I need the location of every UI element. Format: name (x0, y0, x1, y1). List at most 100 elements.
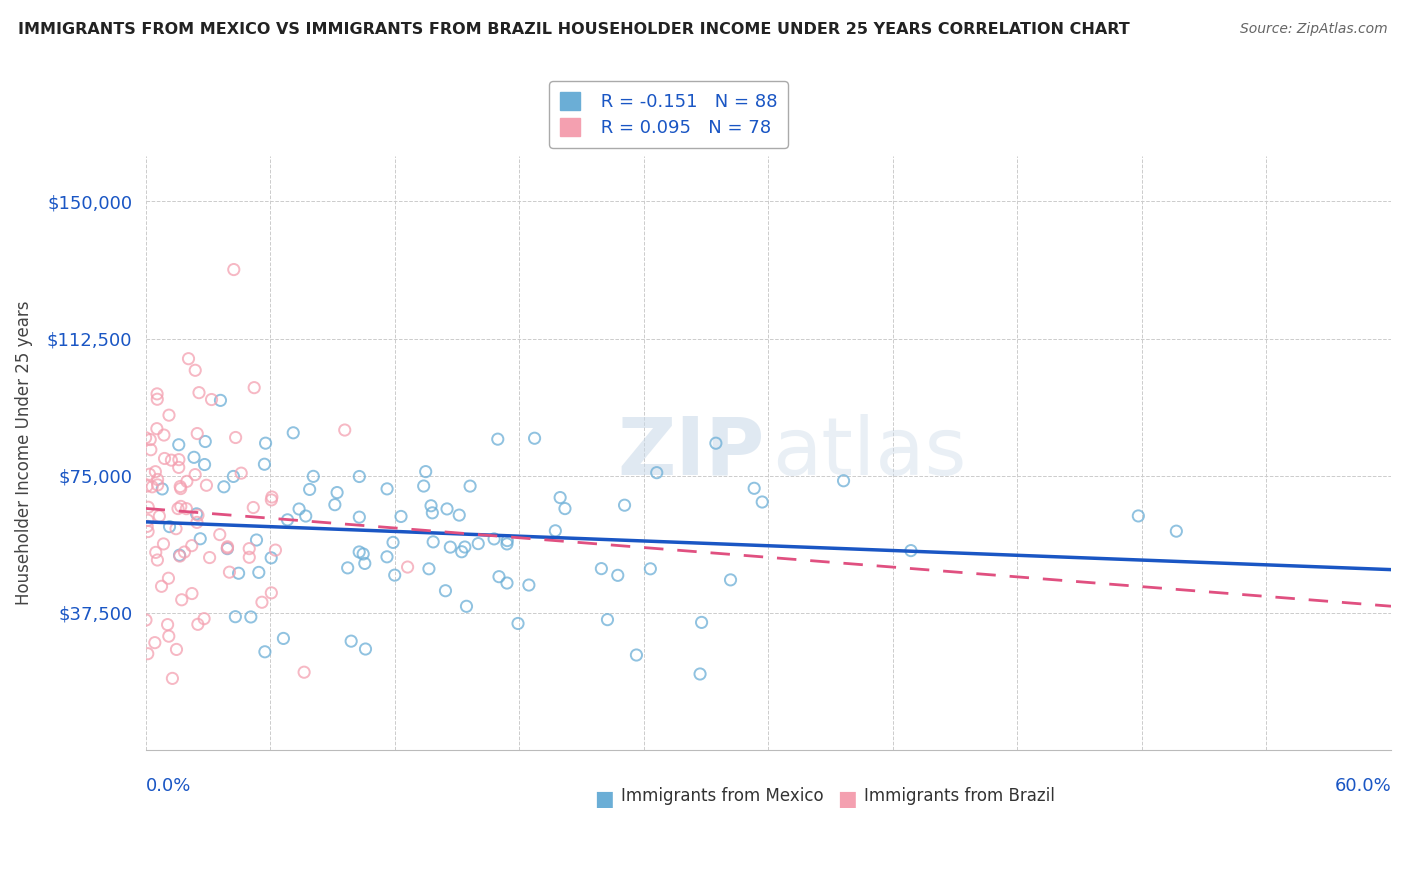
Point (422, 534, 444, 549)
Text: IMMIGRANTS FROM MEXICO VS IMMIGRANTS FROM BRAZIL HOUSEHOLDER INCOME UNDER 25 YEA: IMMIGRANTS FROM MEXICO VS IMMIGRANTS FRO… (18, 22, 1130, 37)
Point (145, 545, 167, 559)
Point (152, 537, 174, 551)
Point (187, 508, 209, 523)
Point (188, 385, 211, 400)
Point (170, 592, 193, 607)
Point (136, 479, 159, 493)
Point (239, 610, 262, 624)
Point (135, 613, 157, 627)
Point (153, 428, 176, 442)
Point (184, 467, 207, 482)
Point (228, 566, 250, 581)
Point (176, 475, 198, 489)
Point (1166, 524, 1188, 538)
Point (720, 573, 742, 587)
Text: ■: ■ (593, 789, 613, 808)
Point (352, 547, 374, 561)
Point (449, 508, 471, 522)
Point (375, 482, 398, 496)
Point (488, 569, 510, 583)
Point (436, 502, 458, 516)
Text: ■: ■ (837, 789, 856, 808)
Point (166, 642, 188, 657)
Point (347, 545, 370, 559)
Point (167, 438, 190, 452)
Point (146, 473, 169, 487)
Point (188, 532, 211, 546)
Point (170, 482, 193, 496)
Point (298, 483, 321, 497)
Point (496, 537, 519, 551)
Point (162, 672, 184, 686)
Point (160, 453, 183, 467)
Text: Immigrants from Brazil: Immigrants from Brazil (865, 787, 1054, 805)
Point (139, 442, 162, 457)
Point (186, 426, 208, 441)
Point (302, 469, 325, 483)
Point (136, 519, 159, 533)
Point (253, 457, 276, 471)
Point (254, 436, 277, 450)
Point (496, 576, 519, 591)
Point (170, 500, 193, 514)
Point (260, 492, 283, 507)
Point (613, 498, 636, 512)
Point (294, 509, 316, 524)
Y-axis label: Householder Income Under 25 years: Householder Income Under 25 years (15, 301, 32, 605)
Point (218, 565, 240, 579)
Point (146, 422, 169, 436)
Point (195, 478, 218, 492)
Point (506, 616, 529, 631)
Point (554, 501, 576, 516)
Point (156, 617, 179, 632)
Point (169, 479, 191, 493)
Point (354, 642, 377, 657)
Point (439, 540, 461, 554)
Point (606, 568, 628, 582)
Point (146, 387, 169, 401)
Point (186, 507, 208, 521)
Point (467, 536, 489, 550)
Point (243, 381, 266, 395)
Point (184, 363, 207, 377)
Point (247, 566, 270, 580)
Point (382, 535, 405, 549)
Point (143, 635, 166, 649)
Point (183, 450, 205, 465)
Point (434, 583, 457, 598)
Point (420, 506, 443, 520)
Point (548, 491, 571, 505)
Point (208, 527, 231, 541)
Point (212, 480, 235, 494)
Point (690, 615, 713, 630)
Point (136, 513, 159, 527)
Point (456, 599, 478, 614)
Point (900, 543, 922, 558)
Point (146, 478, 169, 492)
Point (450, 545, 472, 559)
Point (186, 516, 208, 530)
Point (375, 549, 398, 564)
Point (153, 451, 176, 466)
Point (689, 667, 711, 681)
Point (136, 500, 159, 515)
Point (181, 586, 204, 600)
Point (157, 571, 180, 585)
Point (292, 665, 315, 680)
Point (253, 645, 276, 659)
Text: Source: ZipAtlas.com: Source: ZipAtlas.com (1240, 22, 1388, 37)
Point (141, 480, 163, 494)
Point (751, 495, 773, 509)
Point (412, 479, 434, 493)
Point (173, 545, 195, 559)
Point (159, 519, 181, 533)
Point (326, 485, 349, 500)
Point (276, 513, 298, 527)
Point (222, 262, 245, 277)
Point (1128, 508, 1150, 523)
Point (353, 557, 375, 571)
Point (418, 562, 440, 576)
Point (165, 522, 187, 536)
Point (167, 460, 190, 475)
Point (146, 553, 169, 567)
